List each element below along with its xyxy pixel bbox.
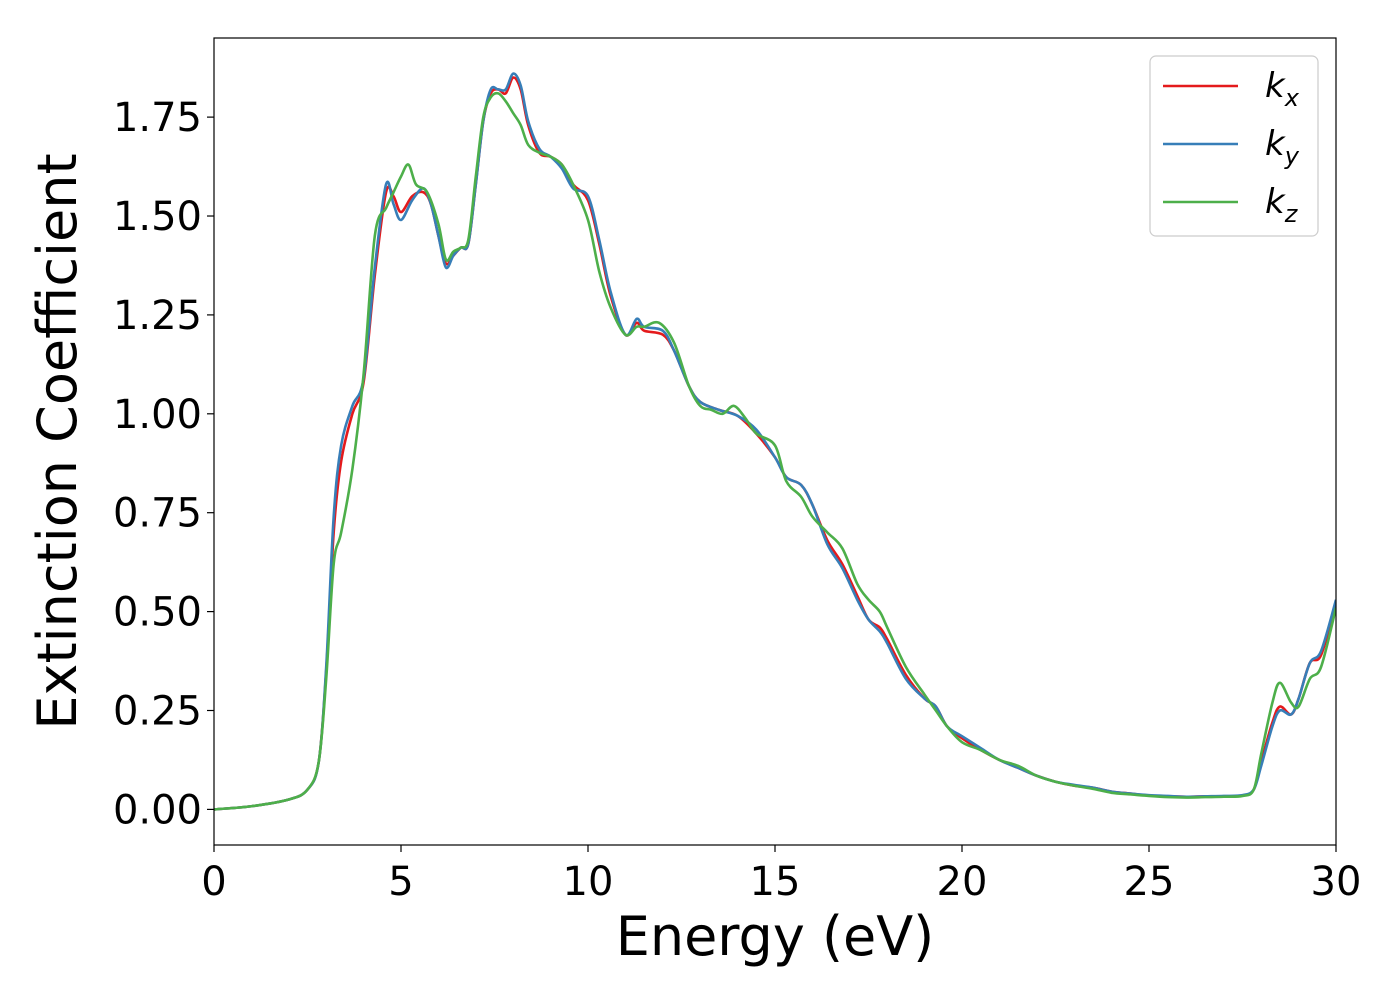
x-tick-label: 10 xyxy=(563,859,614,905)
legend-box xyxy=(1149,55,1319,237)
series-layer xyxy=(214,72,1336,811)
y-tick-label: 1.25 xyxy=(113,293,202,339)
axes-ticks: 0 5 10 15 20 25 30 0.00 0.25 0.50 0.75 1.00 1.25 1.50… xyxy=(113,95,1362,905)
y-axis-title: Extinction Coefficient xyxy=(26,153,89,729)
x-tick-label: 15 xyxy=(750,859,801,905)
y-tick-label: 1.50 xyxy=(113,194,202,240)
y-tick-label: 0.00 xyxy=(113,787,202,833)
x-tick-label: 0 xyxy=(201,859,226,905)
y-tick-label: 1.75 xyxy=(113,95,202,141)
series-line-kz xyxy=(214,91,1336,811)
y-tick-label: 0.50 xyxy=(113,590,202,636)
x-tick-label: 5 xyxy=(388,859,413,905)
x-tick-label: 30 xyxy=(1311,859,1362,905)
x-tick-label: 20 xyxy=(937,859,988,905)
y-tick-label: 1.00 xyxy=(113,392,202,438)
x-tick-label: 25 xyxy=(1124,859,1175,905)
x-axis-title: Energy (eV) xyxy=(616,905,935,968)
legend-label-subscript: x xyxy=(1284,84,1300,112)
legend-label-subscript: y xyxy=(1284,142,1300,170)
legend-label-subscript: z xyxy=(1284,200,1299,228)
y-tick-label: 0.25 xyxy=(113,689,202,735)
y-tick-label: 0.75 xyxy=(113,491,202,537)
